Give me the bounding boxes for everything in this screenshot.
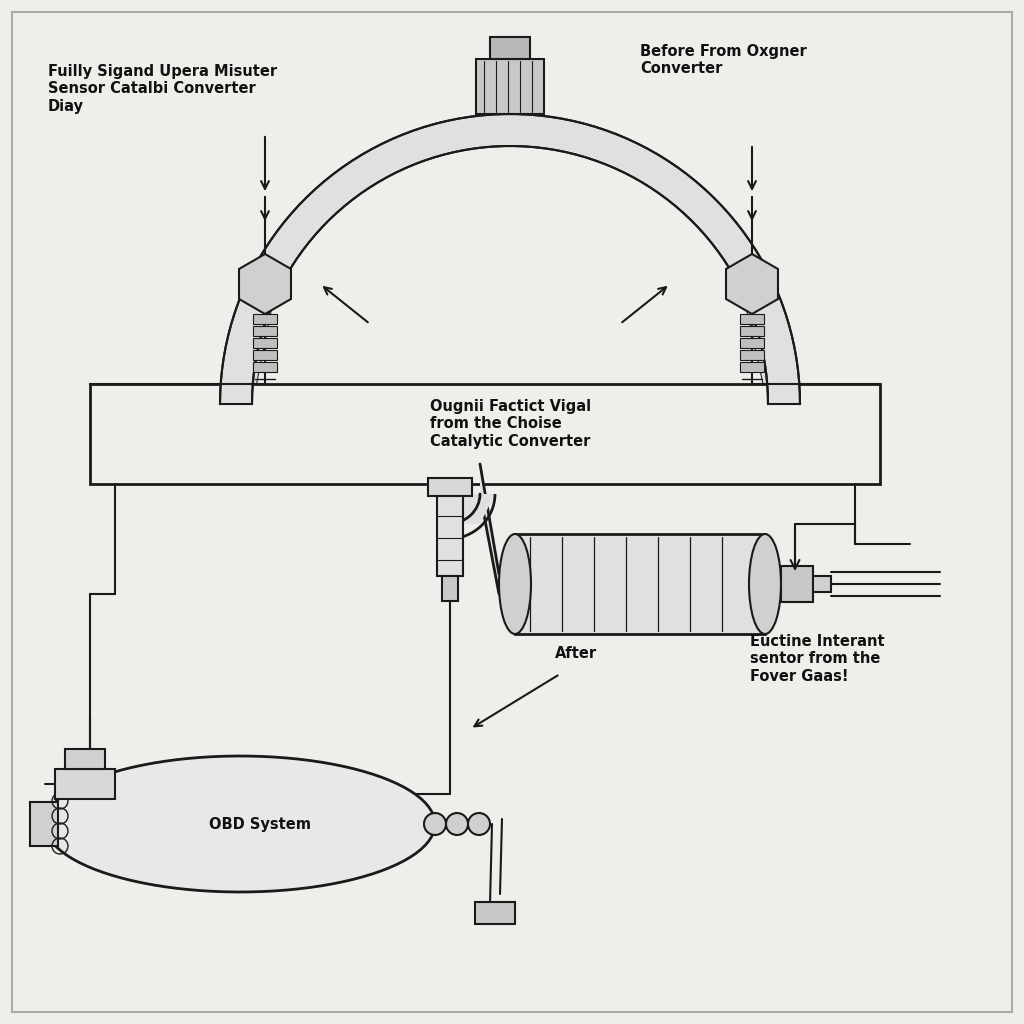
Bar xyxy=(813,575,831,592)
Bar xyxy=(740,314,764,324)
Text: Before From Oxgner
Converter: Before From Oxgner Converter xyxy=(640,44,807,77)
Polygon shape xyxy=(239,254,291,314)
Bar xyxy=(740,338,764,348)
Bar xyxy=(740,326,764,336)
Bar xyxy=(781,566,813,602)
Circle shape xyxy=(468,813,490,835)
Polygon shape xyxy=(737,264,800,404)
Circle shape xyxy=(424,813,446,835)
Polygon shape xyxy=(449,494,495,524)
FancyBboxPatch shape xyxy=(12,12,1012,1012)
Bar xyxy=(490,37,530,59)
Ellipse shape xyxy=(499,534,531,634)
Bar xyxy=(65,749,105,769)
Bar xyxy=(253,338,278,348)
Bar xyxy=(253,314,278,324)
Bar xyxy=(428,478,472,496)
Text: Ougnii Factict Vigal
from the Choise
Catalytic Converter: Ougnii Factict Vigal from the Choise Cat… xyxy=(430,399,591,449)
Text: Fuilly Sigand Upera Misuter
Sensor Catalbi Converter
Diay: Fuilly Sigand Upera Misuter Sensor Catal… xyxy=(48,63,278,114)
Polygon shape xyxy=(480,459,499,599)
Bar xyxy=(442,575,458,601)
Bar xyxy=(55,769,115,799)
Bar xyxy=(30,802,58,846)
Ellipse shape xyxy=(749,534,781,634)
Text: After: After xyxy=(555,646,597,662)
Bar xyxy=(437,496,463,575)
Bar xyxy=(476,59,544,114)
Bar xyxy=(740,362,764,372)
Bar xyxy=(90,384,880,484)
Polygon shape xyxy=(726,254,778,314)
Polygon shape xyxy=(45,756,435,892)
Bar xyxy=(253,362,278,372)
Polygon shape xyxy=(220,114,800,404)
Bar xyxy=(740,350,764,360)
Text: OBD System: OBD System xyxy=(209,816,311,831)
Bar xyxy=(515,534,765,634)
Polygon shape xyxy=(220,264,280,404)
Bar xyxy=(475,902,515,924)
Bar xyxy=(253,326,278,336)
Text: Euctine Interant
sentor from the
Fover Gaas!: Euctine Interant sentor from the Fover G… xyxy=(750,634,885,684)
Bar xyxy=(253,350,278,360)
Circle shape xyxy=(446,813,468,835)
